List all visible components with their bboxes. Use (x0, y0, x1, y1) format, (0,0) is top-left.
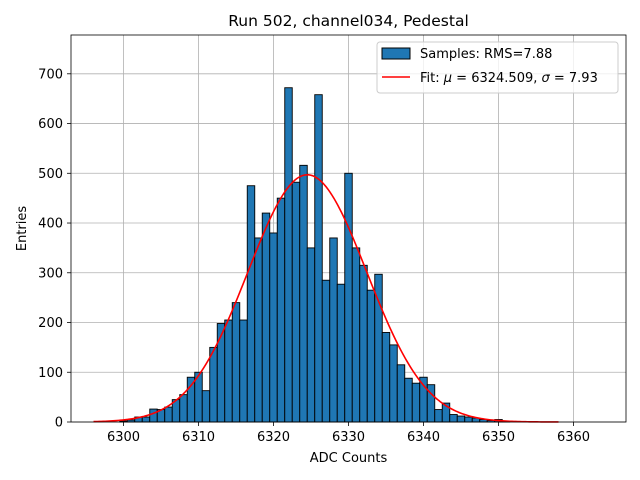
histogram-bar (359, 264, 368, 423)
histogram-bar (389, 344, 398, 423)
y-axis-label: Entries (15, 206, 30, 252)
y-tick-label: 500 (38, 167, 63, 182)
histogram-bar (299, 164, 308, 423)
histogram-bar (314, 94, 323, 423)
y-tick-label: 200 (38, 316, 63, 331)
histogram-bar (179, 394, 188, 423)
histogram-bar (291, 181, 301, 423)
histogram-bar (209, 346, 218, 423)
histogram-bar (321, 279, 331, 423)
histogram-bar (201, 390, 211, 423)
x-tick-label: 6360 (557, 430, 590, 445)
histogram-bar (149, 408, 158, 423)
x-tick-label: 6330 (332, 430, 365, 445)
histogram-bar (224, 319, 233, 423)
histogram-bar (366, 289, 376, 423)
histogram-bar (456, 415, 466, 423)
legend: Samples: RMS=7.88 Fit: μ = 6324.509, σ =… (376, 41, 619, 94)
histogram-bar (434, 409, 443, 423)
x-tick-label: 6310 (182, 430, 215, 445)
histogram-bar (141, 416, 151, 423)
histogram-bar (231, 302, 241, 423)
histogram-bar (186, 376, 196, 423)
histogram-bar (164, 406, 173, 423)
fit-curve (93, 173, 559, 423)
histogram-bar (216, 323, 226, 423)
x-tick-label: 6350 (482, 430, 515, 445)
y-tick-label: 400 (38, 217, 63, 232)
y-tick-label: 700 (38, 67, 63, 82)
legend-samples-patch (381, 47, 411, 60)
histogram-bar (404, 377, 413, 423)
x-axis-label: ADC Counts (310, 451, 388, 466)
histogram-bar (261, 212, 271, 423)
histogram-bar (411, 382, 421, 423)
x-tick-label: 6300 (107, 430, 140, 445)
legend-fit-sigma-value: = 7.93 (550, 71, 598, 86)
x-tick-label: 6320 (257, 430, 290, 445)
histogram-bar (329, 237, 338, 423)
legend-fit-mu-symbol: μ (443, 71, 452, 86)
x-tick-label: 6340 (407, 430, 440, 445)
legend-box (376, 41, 619, 94)
histogram-bar (336, 283, 346, 423)
histogram-bar (381, 332, 391, 423)
y-tick-label: 0 (55, 416, 63, 431)
legend-samples-label: Samples: RMS=7.88 (420, 47, 552, 62)
legend-fit-label: Fit: μ = 6324.509, σ = 7.93 (420, 71, 598, 86)
histogram-bar (464, 416, 473, 423)
histogram-bar (276, 197, 286, 423)
histogram-bar (351, 247, 361, 423)
legend-fit-mu-value: = 6324.509, (452, 71, 541, 86)
histogram-bar (284, 87, 293, 423)
histogram-bar (344, 172, 353, 423)
histogram-bar (449, 414, 458, 423)
histogram-bar (246, 185, 256, 423)
histogram-bar (419, 376, 428, 423)
histogram-bar (254, 237, 263, 423)
histogram-bar (269, 232, 278, 423)
y-tick-label: 100 (38, 366, 63, 381)
histogram-bar (306, 247, 316, 423)
histogram-bar (239, 319, 248, 423)
y-tick-label: 600 (38, 117, 63, 132)
fit-curve-layer (93, 173, 559, 423)
legend-fit-prefix: Fit: (420, 71, 444, 86)
legend-fit-sigma-symbol: σ (542, 71, 551, 86)
y-tick-label: 300 (38, 266, 63, 281)
ticks: 6300 6310 6320 6330 6340 6350 6360 0 100 200 300 40… (38, 67, 590, 445)
histogram-bar (396, 364, 406, 423)
chart-title: Run 502, channel034, Pedestal (228, 12, 469, 30)
